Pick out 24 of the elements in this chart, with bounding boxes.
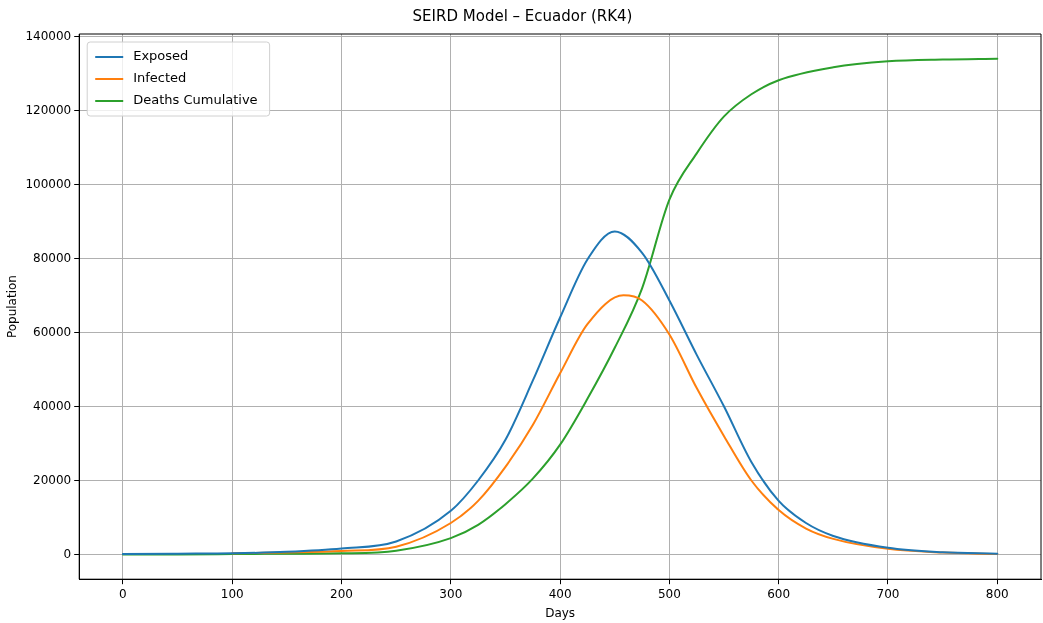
y-tick-label: 80000 [33, 250, 72, 265]
y-tick-label: 60000 [33, 324, 72, 339]
y-tick-label: 120000 [25, 103, 72, 118]
x-tick-label: 300 [439, 586, 463, 601]
y-tick-label: 0 [63, 546, 72, 561]
x-tick-label: 600 [767, 586, 791, 601]
line-series [121, 230, 999, 556]
y-tick-label: 100000 [25, 176, 72, 191]
y-tick-label: 140000 [25, 29, 72, 44]
chart-title: SEIRD Model – Ecuador (RK4) [412, 6, 633, 25]
y-tick-label: 40000 [33, 398, 72, 413]
legend-label: Deaths Cumulative [133, 92, 258, 108]
y-axis-title: Population [5, 275, 20, 339]
y-tick-label: 20000 [33, 472, 72, 487]
legend-label: Exposed [133, 48, 189, 64]
x-tick-label: 500 [657, 586, 681, 601]
x-tick-label: 200 [330, 586, 353, 601]
x-tick-label: 700 [876, 586, 900, 601]
x-tick-label: 100 [220, 586, 244, 601]
x-tick-label: 0 [119, 586, 127, 601]
x-tick-label: 800 [985, 586, 1009, 601]
legend-label: Infected [133, 70, 187, 86]
x-tick-label: 400 [548, 586, 572, 601]
x-axis-title: Days [545, 605, 576, 620]
